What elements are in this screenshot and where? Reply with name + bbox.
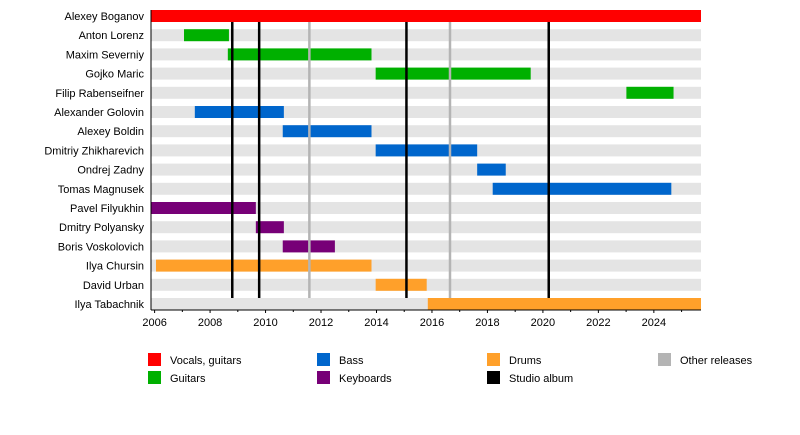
member-label: Maxim Severniy <box>66 49 145 61</box>
legend-swatch <box>317 353 330 366</box>
legend-label: Other releases <box>680 355 753 367</box>
member-label: Alexander Golovin <box>54 107 144 119</box>
x-tick-label: 2012 <box>309 317 333 329</box>
x-tick-label: 2014 <box>364 317 388 329</box>
x-tick-label: 2006 <box>142 317 166 329</box>
member-bar <box>477 163 506 176</box>
legend-label: Studio album <box>509 373 573 385</box>
member-bar <box>375 278 427 291</box>
member-bar <box>194 106 284 118</box>
member-bar <box>151 10 701 22</box>
member-label: Gojko Maric <box>85 69 144 81</box>
member-label: Tomas Magnusek <box>58 184 145 196</box>
legend-label: Bass <box>339 355 364 367</box>
row-background <box>151 163 701 176</box>
legend-label: Vocals, guitars <box>170 355 242 367</box>
x-tick-label: 2020 <box>531 317 555 329</box>
member-label: Ilya Tabachnik <box>74 299 144 311</box>
row-background <box>151 86 701 99</box>
row-background <box>151 106 701 118</box>
member-label: Alexey Boldin <box>77 126 144 138</box>
member-label: Boris Voskolovich <box>58 241 144 253</box>
x-tick-label: 2016 <box>420 317 444 329</box>
legend-swatch <box>658 353 671 366</box>
legend-label: Keyboards <box>339 373 392 385</box>
x-tick-label: 2008 <box>198 317 222 329</box>
member-label: Pavel Filyukhin <box>70 203 144 215</box>
legend-label: Guitars <box>170 373 206 385</box>
legend-swatch <box>487 371 500 384</box>
member-label: Filip Rabenseifner <box>55 88 144 100</box>
member-bar <box>626 86 674 99</box>
member-bar <box>155 259 372 272</box>
member-bar <box>227 48 372 61</box>
legend-label: Drums <box>509 355 542 367</box>
member-bar <box>375 144 478 157</box>
member-label: Dmitry Polyansky <box>59 222 144 234</box>
member-label: Ilya Chursin <box>86 261 144 273</box>
row-background <box>151 202 701 214</box>
x-tick-label: 2022 <box>586 317 610 329</box>
x-tick-label: 2018 <box>475 317 499 329</box>
legend-swatch <box>148 353 161 366</box>
member-bar <box>255 221 284 234</box>
row-background <box>151 29 701 42</box>
member-bar <box>427 298 701 310</box>
member-bar <box>492 182 672 195</box>
member-label: Dmitriy Zhikharevich <box>44 145 144 157</box>
member-bar <box>375 67 531 80</box>
x-tick-label: 2024 <box>642 317 666 329</box>
x-tick-label: 2010 <box>253 317 277 329</box>
legend-swatch <box>148 371 161 384</box>
member-label: David Urban <box>83 280 144 292</box>
row-background <box>151 221 701 234</box>
member-bar <box>184 29 229 42</box>
member-label: Alexey Boganov <box>65 11 145 23</box>
member-label: Ondrej Zadny <box>77 165 144 177</box>
legend-swatch <box>317 371 330 384</box>
member-bar <box>282 125 372 138</box>
member-bar <box>151 202 256 214</box>
member-label: Anton Lorenz <box>79 30 144 42</box>
legend-swatch <box>487 353 500 366</box>
